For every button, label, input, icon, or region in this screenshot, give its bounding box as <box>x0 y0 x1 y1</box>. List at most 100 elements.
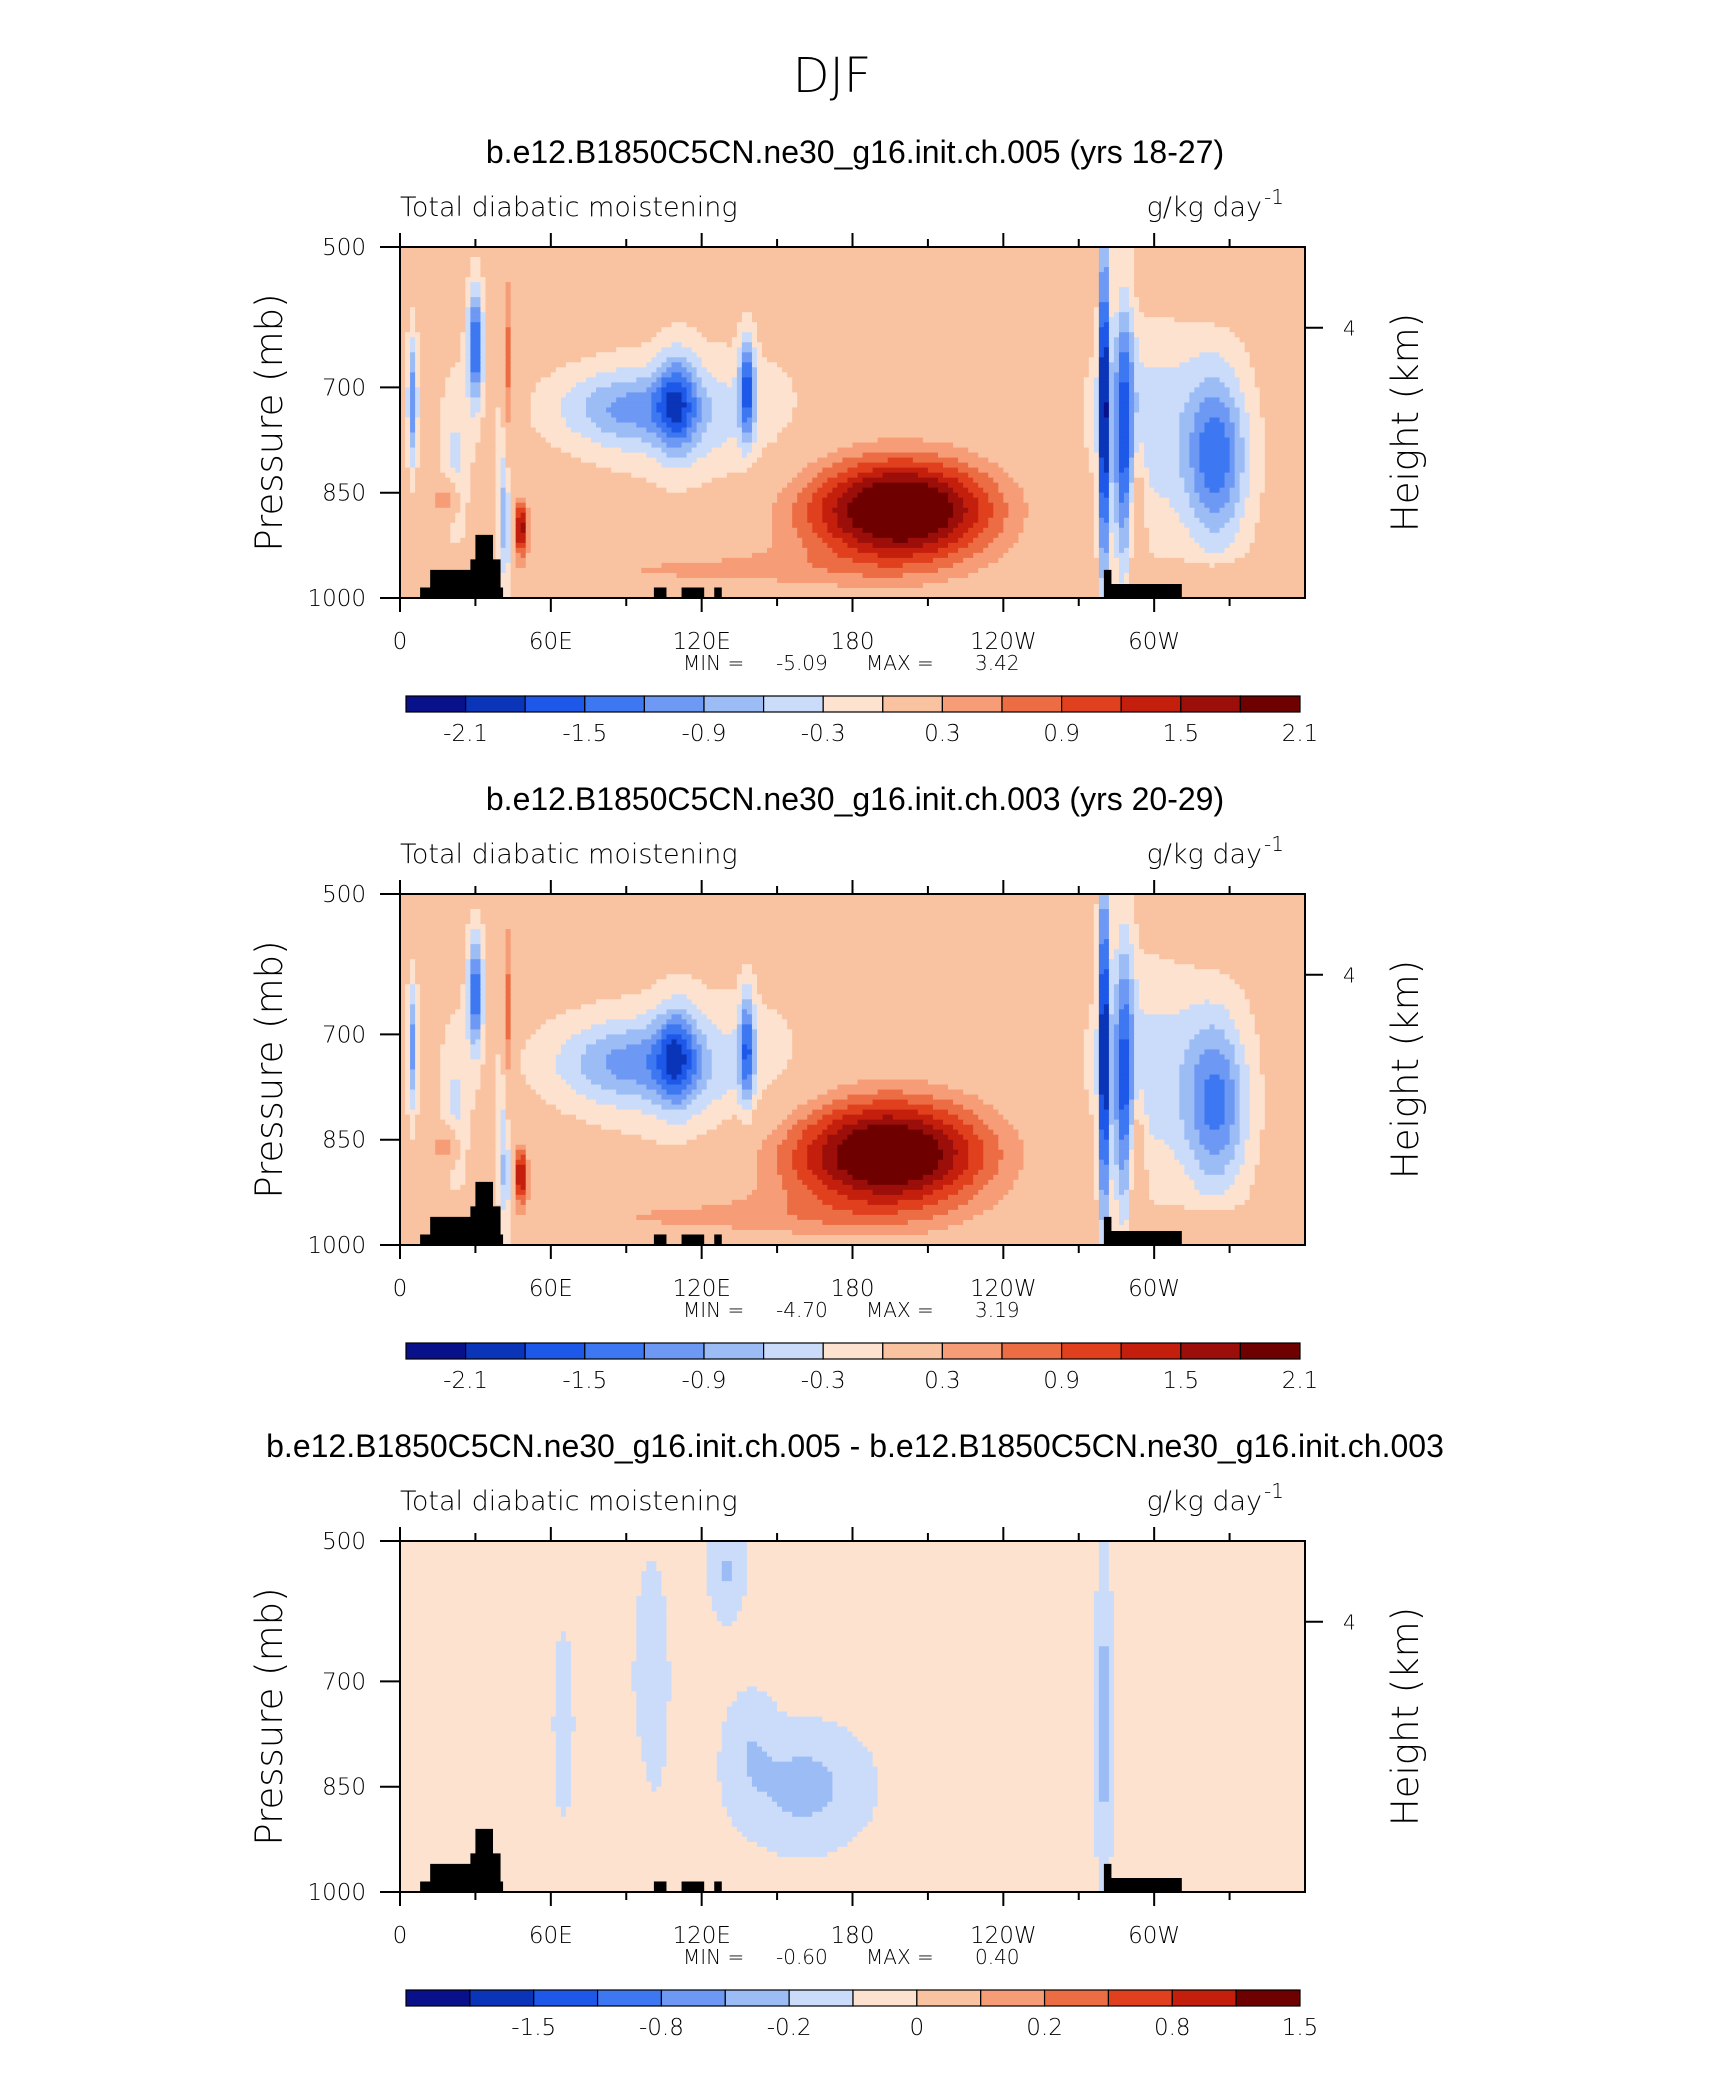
colorbar-swatch <box>724 1989 790 2007</box>
colorbar-swatch <box>703 1342 765 1360</box>
colorbar-label: 1.5 <box>1282 2015 1319 2041</box>
colorbar-swatch <box>584 1342 645 1360</box>
chart-panel-2: b.e12.B1850C5CN.ne30_g16.init.ch.003 (yr… <box>248 781 1427 1394</box>
colorbar-label: -2.1 <box>443 721 488 747</box>
colorbar-swatch <box>882 695 943 713</box>
height-tick-label: 4 <box>1343 964 1356 988</box>
colorbar-swatch <box>980 1989 1046 2007</box>
y-tick-label: 700 <box>322 1022 366 1048</box>
panel-title: b.e12.B1850C5CN.ne30_g16.init.ch.003 (yr… <box>486 781 1224 817</box>
colorbar-swatch <box>1001 695 1063 713</box>
colorbar-label: -0.8 <box>639 2015 684 2041</box>
colorbar-swatch <box>1239 1342 1301 1360</box>
y-tick-label: 1000 <box>307 1233 366 1259</box>
units-label: g/kg day <box>1147 192 1262 223</box>
colorbar-swatch <box>524 695 586 713</box>
min-label: MIN = <box>683 651 744 675</box>
colorbar-label: 1.5 <box>1163 1368 1200 1394</box>
y-tick-label: 850 <box>322 1128 366 1154</box>
colorbar-label: -0.3 <box>801 1368 846 1394</box>
colorbar-swatch <box>660 1989 726 2007</box>
colorbar-swatch <box>1239 695 1301 713</box>
y-axis-title: Pressure (mb) <box>248 940 291 1198</box>
units-label: g/kg day <box>1147 1486 1262 1517</box>
colorbar-swatch <box>822 695 884 713</box>
colorbar-swatch <box>822 1342 884 1360</box>
units-exponent: -1 <box>1264 1479 1284 1503</box>
colorbar-swatch <box>1060 695 1122 713</box>
colorbar-swatch <box>596 1989 663 2007</box>
colorbar-swatch <box>1001 1342 1063 1360</box>
x-tick-label: 60W <box>1128 1923 1180 1949</box>
colorbar-label: 0.3 <box>924 1368 961 1394</box>
colorbar-label: 0.2 <box>1026 2015 1063 2041</box>
topography-mask <box>653 587 667 598</box>
colorbar-swatch <box>465 695 526 713</box>
y-tick-label: 700 <box>322 1669 366 1695</box>
x-tick-label: 60E <box>529 629 573 655</box>
colorbar-swatch <box>941 695 1003 713</box>
colorbar-swatch <box>1043 1989 1110 2007</box>
variable-label: Total diabatic moistening <box>400 1486 738 1517</box>
colorbar-label: -1.5 <box>562 1368 607 1394</box>
y-tick-label: 500 <box>322 882 366 908</box>
x-tick-label: 0 <box>393 1923 408 1949</box>
x-tick-label: 60E <box>529 1923 573 1949</box>
colorbar-swatch <box>405 1989 471 2007</box>
contour-field <box>400 1541 1305 1892</box>
topography-mask <box>1103 569 1182 598</box>
colorbar-swatch <box>762 695 824 713</box>
x-tick-label: 60W <box>1128 1276 1180 1302</box>
panel-title: b.e12.B1850C5CN.ne30_g16.init.ch.005 (yr… <box>486 134 1224 170</box>
max-label: MAX = <box>866 1945 934 1969</box>
colorbar-label: -0.9 <box>682 1368 727 1394</box>
colorbar-swatch <box>1107 1989 1173 2007</box>
topography-mask <box>420 534 504 598</box>
contour-field <box>400 247 1305 598</box>
y-tick-label: 1000 <box>307 1880 366 1906</box>
x-tick-label: 180 <box>831 1923 875 1949</box>
topography-mask <box>681 1234 705 1245</box>
colorbar-label: 0.9 <box>1043 1368 1080 1394</box>
figure-title: DJF <box>793 48 872 104</box>
colorbar-label: 0.3 <box>924 721 961 747</box>
topography-mask <box>681 1881 705 1892</box>
colorbar-swatch <box>405 1342 467 1360</box>
max-label: MAX = <box>866 651 934 675</box>
colorbar-swatch <box>1171 1989 1237 2007</box>
y-tick-label: 700 <box>322 375 366 401</box>
colorbar-label: 2.1 <box>1282 1368 1319 1394</box>
x-tick-label: 0 <box>393 629 408 655</box>
colorbar-swatch <box>524 1342 586 1360</box>
contour-field <box>400 894 1305 1245</box>
min-label: MIN = <box>683 1945 744 1969</box>
colorbar-label: 1.5 <box>1163 721 1200 747</box>
colorbar-label: 0.9 <box>1043 721 1080 747</box>
colorbar-swatch <box>405 695 467 713</box>
colorbar-label: 2.1 <box>1282 721 1319 747</box>
y-axis-title-right: Height (km) <box>1384 960 1427 1179</box>
chart-panel-3: b.e12.B1850C5CN.ne30_g16.init.ch.005 - b… <box>248 1428 1444 2041</box>
colorbar-label: 0 <box>910 2015 925 2041</box>
units-label: g/kg day <box>1147 839 1262 870</box>
colorbar-label: -0.9 <box>682 721 727 747</box>
colorbar-swatch <box>533 1989 599 2007</box>
colorbar-swatch <box>1060 1342 1122 1360</box>
y-tick-label: 850 <box>322 481 366 507</box>
colorbar-swatch <box>762 1342 824 1360</box>
colorbar-label: -0.3 <box>801 721 846 747</box>
max-value: 0.40 <box>975 1945 1020 1969</box>
y-axis-title: Pressure (mb) <box>248 1587 291 1845</box>
y-axis-title: Pressure (mb) <box>248 293 291 551</box>
colorbar-swatch <box>643 695 705 713</box>
units-exponent: -1 <box>1264 185 1284 209</box>
variable-label: Total diabatic moistening <box>400 839 738 870</box>
topography-mask <box>1103 1863 1182 1892</box>
colorbar-swatch <box>788 1989 854 2007</box>
colorbar-swatch <box>465 1342 526 1360</box>
topography-mask <box>714 587 722 598</box>
topography-mask <box>420 1181 504 1245</box>
x-tick-label: 120W <box>970 629 1037 655</box>
colorbar-swatch <box>882 1342 943 1360</box>
